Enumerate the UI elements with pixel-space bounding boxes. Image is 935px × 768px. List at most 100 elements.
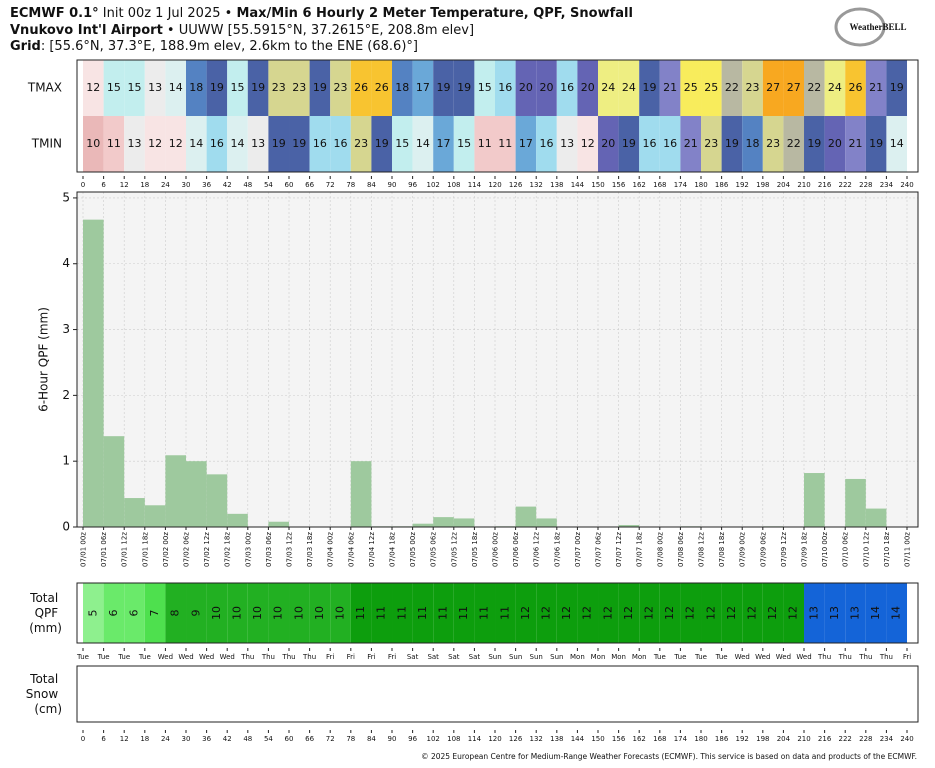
x-tick-label: 07/08 00z xyxy=(656,532,664,567)
x-tick-label: 66 xyxy=(305,181,314,189)
x-tick-label: 07/09 18z xyxy=(801,532,809,567)
x-tick-label: Fri xyxy=(347,653,355,661)
x-tick-label: 150 xyxy=(591,735,604,743)
bar xyxy=(206,474,228,527)
y-tick-label: 3 xyxy=(62,322,70,336)
cell xyxy=(309,116,331,172)
cell xyxy=(845,116,866,172)
x-tick-label: 168 xyxy=(653,735,666,743)
bar xyxy=(83,219,104,527)
cell xyxy=(371,583,393,643)
logo: WeatherBELL xyxy=(849,22,906,32)
cell xyxy=(598,116,619,172)
x-tick-label: 07/02 06z xyxy=(183,532,191,567)
cell xyxy=(515,60,537,116)
cell-label: 25 xyxy=(684,81,698,94)
y-tick-label: 0 xyxy=(62,520,70,534)
cell xyxy=(804,60,825,116)
row-label: Total QPF (mm) xyxy=(29,591,62,635)
cell-label: 19 xyxy=(457,81,471,94)
cell xyxy=(103,60,125,116)
cell xyxy=(83,583,104,643)
x-tick-label: 102 xyxy=(427,181,440,189)
cell-label: 10 xyxy=(272,606,285,620)
cell xyxy=(598,60,619,116)
x-tick-label: Thu xyxy=(240,653,254,661)
x-tick-label: 102 xyxy=(427,735,440,743)
x-tick-label: 07/08 06z xyxy=(677,532,685,567)
cell-label: 11 xyxy=(107,137,121,150)
x-tick-label: 162 xyxy=(633,181,646,189)
cell-label: 13 xyxy=(148,81,162,94)
x-tick-label: 234 xyxy=(880,181,894,189)
x-tick-label: Sun xyxy=(530,653,543,661)
x-tick-label: Wed xyxy=(178,653,193,661)
x-tick-label: 204 xyxy=(777,735,791,743)
x-tick-label: 36 xyxy=(202,735,211,743)
cell xyxy=(701,60,722,116)
x-tick-label: Mon xyxy=(611,653,626,661)
cell-label: 19 xyxy=(272,137,286,150)
x-tick-label: 07/07 12z xyxy=(615,532,623,567)
cell xyxy=(783,583,805,643)
x-tick-label: 07/01 00z xyxy=(80,532,88,567)
cell xyxy=(103,116,125,172)
cell-label: 19 xyxy=(292,137,306,150)
cell-label: 15 xyxy=(128,81,142,94)
x-tick-label: 192 xyxy=(736,735,749,743)
cell-label: 20 xyxy=(540,81,554,94)
cell-label: 10 xyxy=(231,606,244,620)
bar xyxy=(845,478,866,527)
cell xyxy=(701,116,722,172)
cell xyxy=(556,116,578,172)
cell-label: 24 xyxy=(828,81,842,94)
cell xyxy=(639,583,660,643)
x-tick-label: 222 xyxy=(839,735,852,743)
x-tick-label: 07/09 06z xyxy=(759,532,767,567)
cell xyxy=(144,60,166,116)
x-tick-label: 07/08 12z xyxy=(698,532,706,567)
cell-label: 9 xyxy=(189,610,202,617)
cell xyxy=(556,583,578,643)
cell-label: 21 xyxy=(869,81,883,94)
cell xyxy=(598,583,619,643)
x-tick-label: 07/04 06z xyxy=(347,532,355,567)
cell-label: 12 xyxy=(663,606,676,620)
cell-label: 12 xyxy=(581,606,594,620)
plot-frame xyxy=(76,191,919,528)
cell xyxy=(783,60,805,116)
grid-part: : [55.6°N, 37.3°E, 188.9m elev, 2.6km to… xyxy=(41,39,418,54)
cell xyxy=(721,583,743,643)
x-tick-label: 42 xyxy=(223,735,232,743)
x-tick-label: Tue xyxy=(138,653,151,661)
cell xyxy=(536,116,557,172)
cell xyxy=(186,583,207,643)
cell xyxy=(103,583,125,643)
cell xyxy=(453,116,475,172)
x-tick-label: Wed xyxy=(199,653,214,661)
cell xyxy=(227,60,248,116)
x-tick-label: Wed xyxy=(158,653,173,661)
cell-label: 19 xyxy=(622,137,636,150)
cell-label: 23 xyxy=(766,137,780,150)
cell xyxy=(762,60,784,116)
x-tick-label: 216 xyxy=(818,735,832,743)
cell xyxy=(618,583,640,643)
x-tick-label: 174 xyxy=(674,181,688,189)
cell-label: 22 xyxy=(807,81,821,94)
x-tick-label: 60 xyxy=(285,181,294,189)
cell xyxy=(433,116,454,172)
cell-label: 23 xyxy=(704,137,718,150)
cell-label: 12 xyxy=(581,137,595,150)
cell xyxy=(268,116,290,172)
cell-label: 16 xyxy=(334,137,348,150)
x-tick-label: Fri xyxy=(367,653,375,661)
x-tick-label: 6 xyxy=(101,735,106,743)
cell-label: 12 xyxy=(684,606,697,620)
cell xyxy=(824,60,846,116)
x-tick-label: Sat xyxy=(427,653,439,661)
row-label-part: QPF xyxy=(35,606,62,620)
bar xyxy=(412,523,434,527)
cell-label: 16 xyxy=(560,81,574,94)
cell xyxy=(371,60,393,116)
